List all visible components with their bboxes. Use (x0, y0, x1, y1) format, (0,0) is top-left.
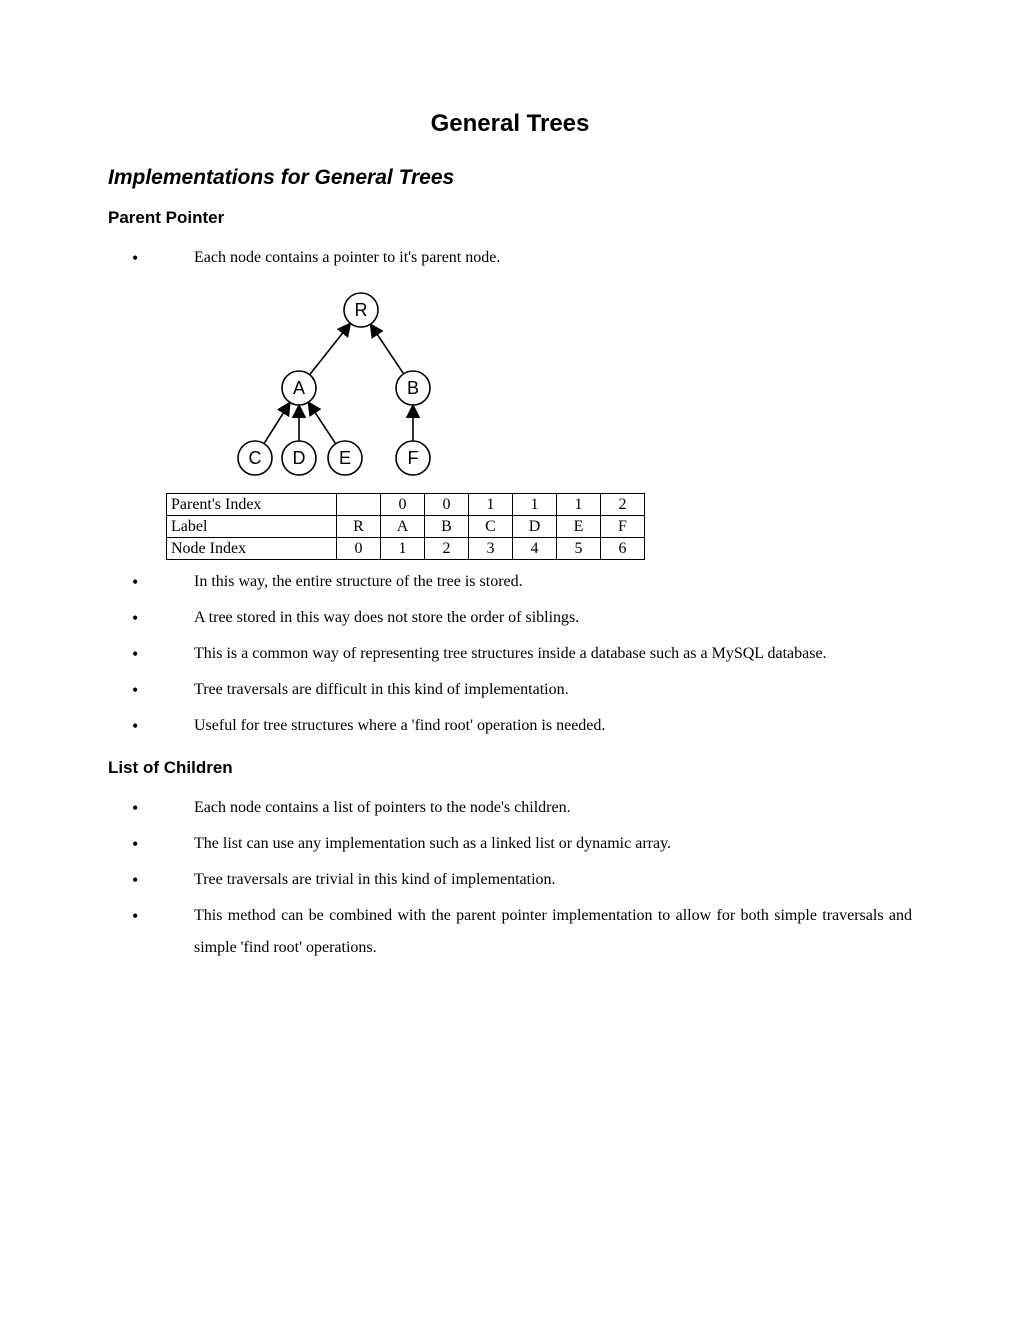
table-cell: 1 (469, 494, 513, 516)
list-item: Each node contains a list of pointers to… (132, 792, 912, 824)
table-cell: C (469, 516, 513, 538)
table-row-header: Label (167, 516, 337, 538)
table-cell: 5 (557, 538, 601, 560)
list-item: Tree traversals are trivial in this kind… (132, 864, 912, 896)
subheading-list-of-children: List of Children (108, 758, 912, 778)
list-item: A tree stored in this way does not store… (132, 602, 912, 634)
bullet-list: In this way, the entire structure of the… (132, 566, 912, 742)
table-cell: 1 (557, 494, 601, 516)
table-cell (337, 494, 381, 516)
table-cell: 3 (469, 538, 513, 560)
table-cell: A (381, 516, 425, 538)
table-cell: R (337, 516, 381, 538)
table-cell: 1 (513, 494, 557, 516)
list-item: Useful for tree structures where a 'find… (132, 710, 912, 742)
table-cell: 0 (381, 494, 425, 516)
subheading-parent-pointer: Parent Pointer (108, 208, 912, 228)
svg-text:D: D (293, 448, 306, 468)
bullet-list: Each node contains a list of pointers to… (132, 792, 912, 964)
section-heading: Implementations for General Trees (108, 166, 912, 190)
table-cell: 2 (601, 494, 645, 516)
parent-index-table: Parent's Index001112LabelRABCDEFNode Ind… (166, 493, 912, 560)
list-item: The list can use any implementation such… (132, 828, 912, 860)
table-cell: B (425, 516, 469, 538)
table-cell: 6 (601, 538, 645, 560)
table-cell: 0 (425, 494, 469, 516)
table-cell: 0 (337, 538, 381, 560)
list-item: Each node contains a pointer to it's par… (132, 242, 912, 274)
table-cell: 1 (381, 538, 425, 560)
svg-text:C: C (249, 448, 262, 468)
bullet-list: Each node contains a pointer to it's par… (132, 242, 912, 274)
table-row-header: Node Index (167, 538, 337, 560)
page-title: General Trees (108, 110, 912, 138)
list-item: In this way, the entire structure of the… (132, 566, 912, 598)
table-cell: 4 (513, 538, 557, 560)
table-cell: F (601, 516, 645, 538)
table-cell: 2 (425, 538, 469, 560)
svg-text:R: R (355, 300, 368, 320)
list-item: Tree traversals are difficult in this ki… (132, 674, 912, 706)
table-cell: D (513, 516, 557, 538)
list-item: This is a common way of representing tre… (132, 638, 912, 670)
svg-text:E: E (339, 448, 351, 468)
svg-text:B: B (407, 378, 419, 398)
svg-text:A: A (293, 378, 305, 398)
table-cell: E (557, 516, 601, 538)
tree-diagram: R A B C D E F (166, 280, 912, 485)
table-row-header: Parent's Index (167, 494, 337, 516)
list-item: This method can be combined with the par… (132, 900, 912, 964)
svg-text:F: F (408, 448, 419, 468)
